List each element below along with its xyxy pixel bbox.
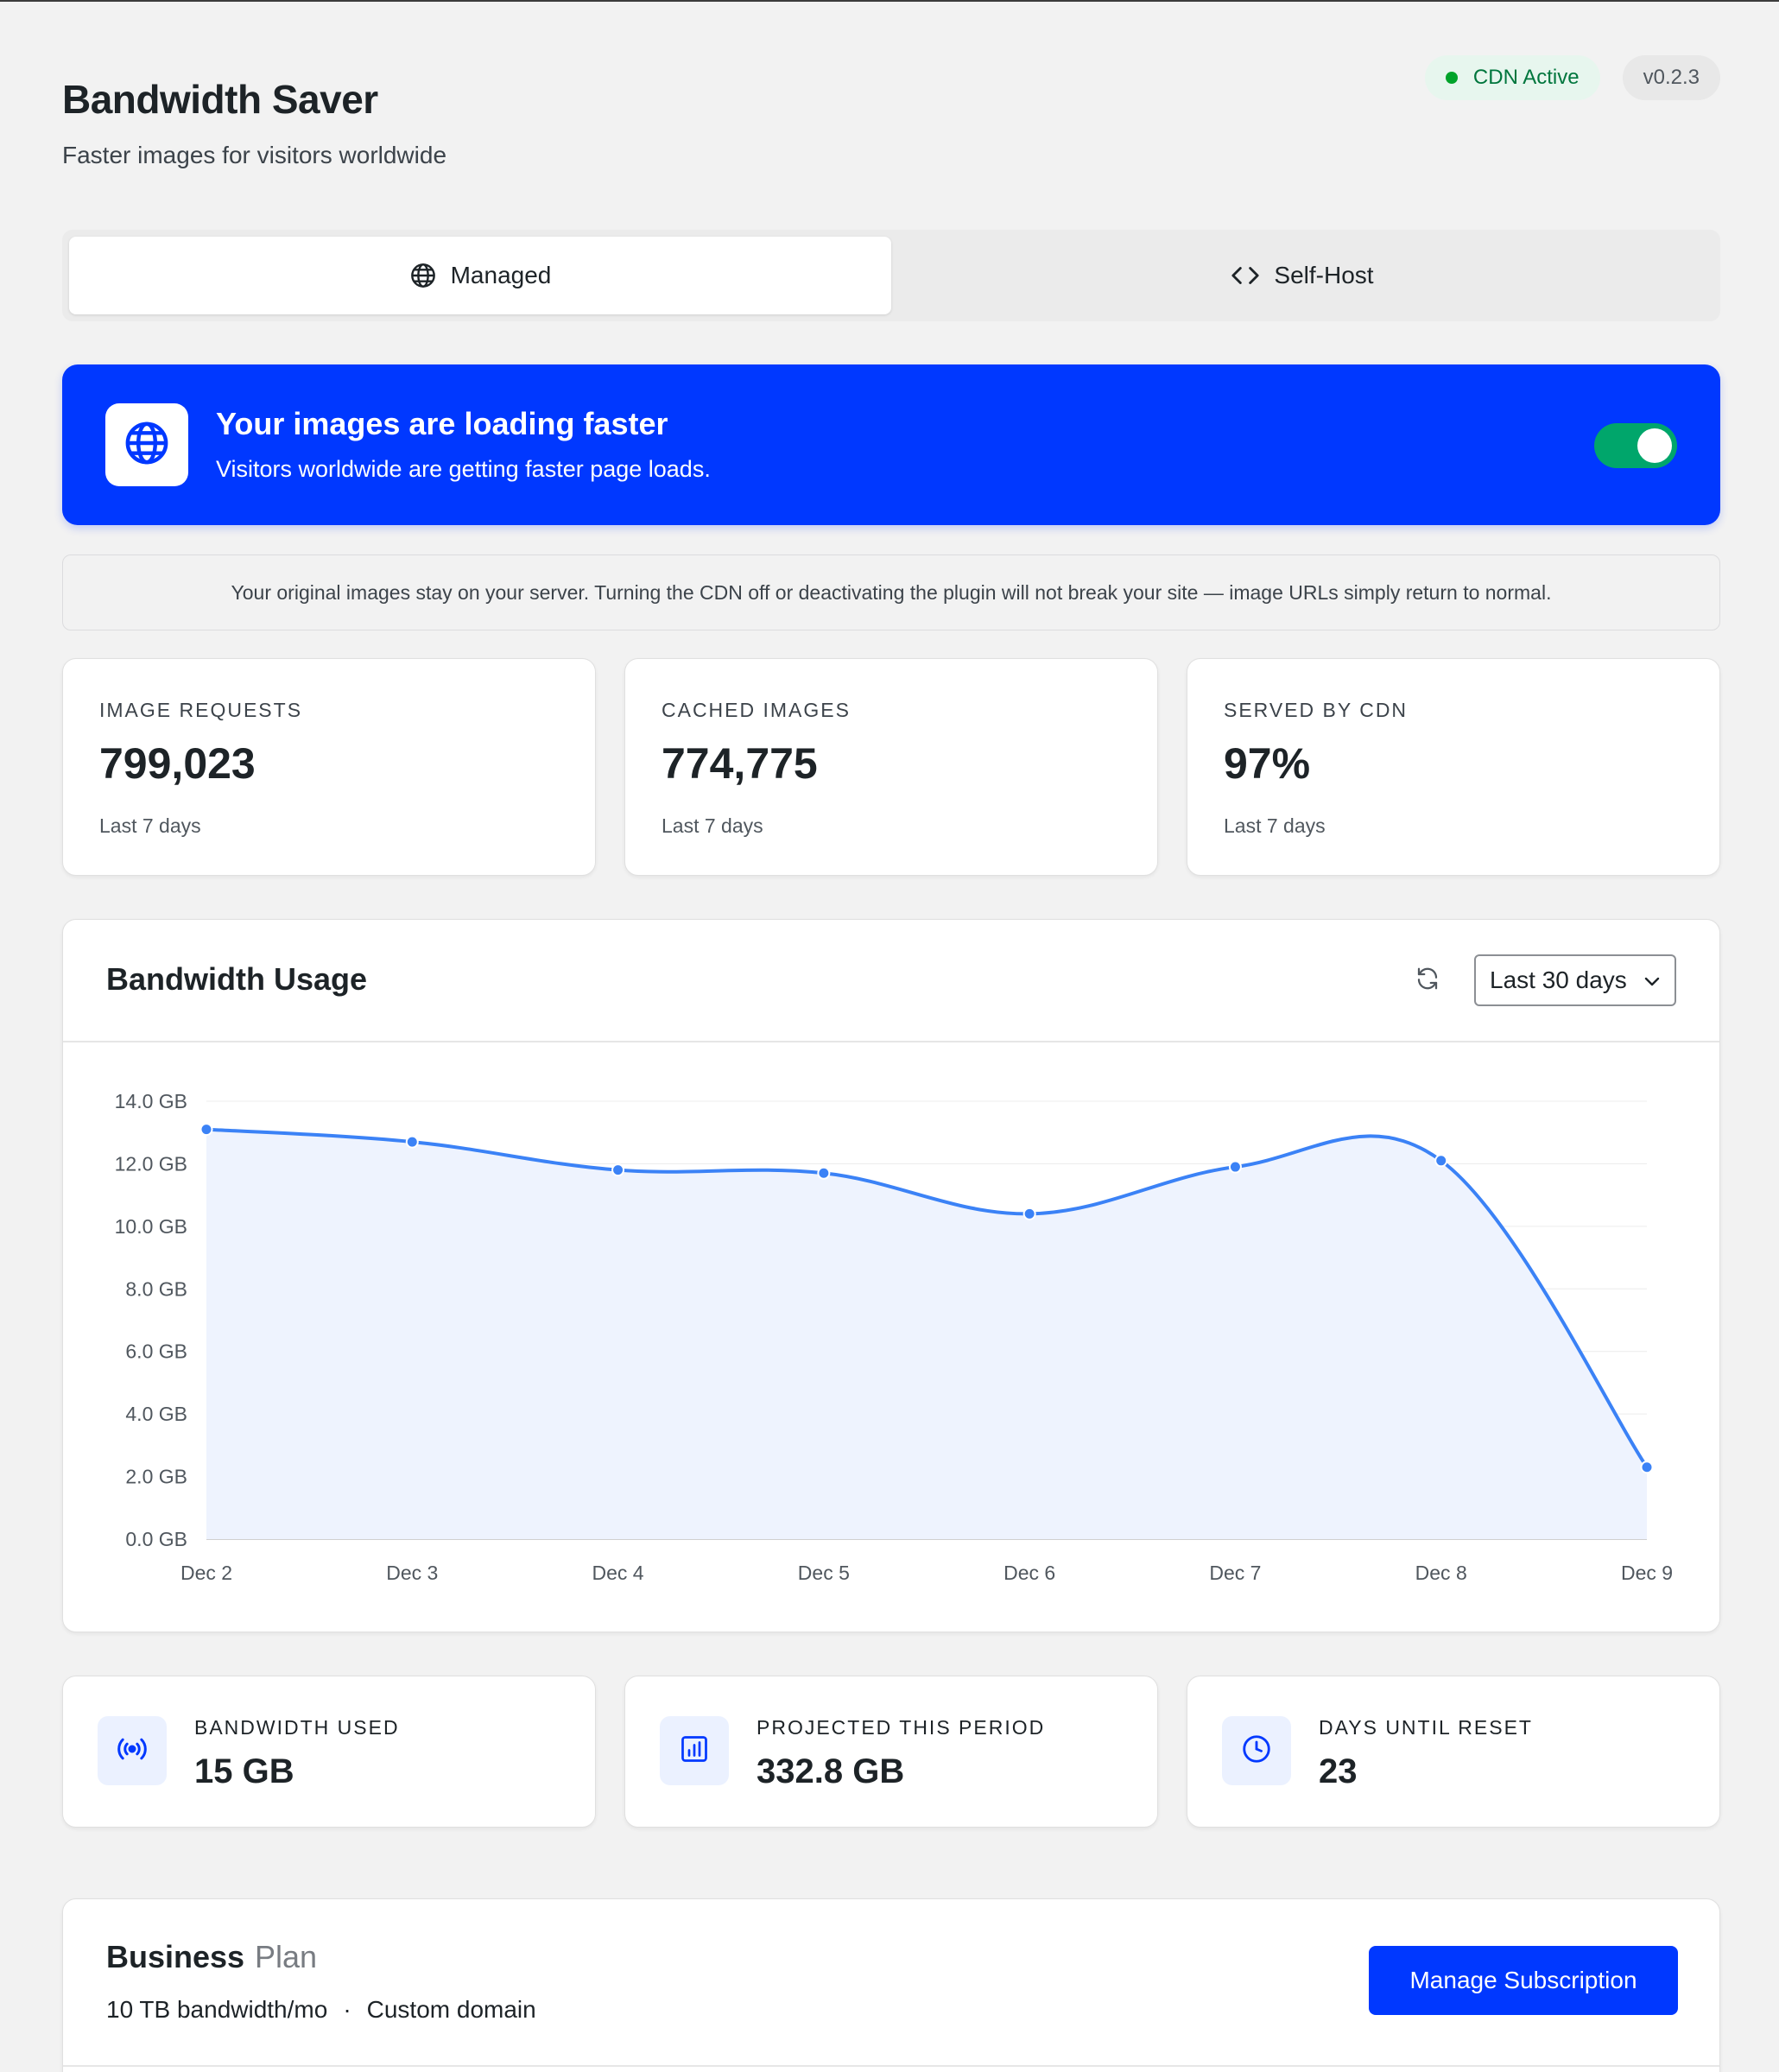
- bandwidth-usage-card: Bandwidth Usage Last 30 days: [62, 919, 1720, 1632]
- stat-period: Last 7 days: [662, 814, 763, 837]
- y-tick-label: 8.0 GB: [125, 1277, 187, 1300]
- cdn-toggle[interactable]: [1594, 423, 1677, 468]
- y-tick-label: 4.0 GB: [125, 1403, 187, 1425]
- chart-point[interactable]: [1228, 1160, 1242, 1174]
- range-select-value: Last 30 days: [1490, 966, 1627, 993]
- tab-self-host-label: Self-Host: [1274, 262, 1374, 288]
- metric-value: 23: [1319, 1752, 1358, 1790]
- x-tick-label: Dec 2: [180, 1562, 232, 1584]
- x-tick-label: Dec 8: [1415, 1562, 1467, 1584]
- stat-card-cached-images: CACHED IMAGES 774,775 Last 7 days: [624, 658, 1158, 876]
- globe-icon: [123, 419, 171, 472]
- x-tick-label: Dec 6: [1003, 1562, 1055, 1584]
- status-dot-icon: [1445, 72, 1458, 84]
- metric-icon-box: [98, 1716, 167, 1785]
- broadcast-icon: [115, 1732, 149, 1771]
- stat-label: SERVED BY CDN: [1224, 699, 1409, 721]
- metric-card-projected: PROJECTED THIS PERIOD 332.8 GB: [624, 1676, 1158, 1828]
- plan-divider: [63, 2065, 1719, 2067]
- chart-point[interactable]: [817, 1166, 831, 1180]
- chart-header: Bandwidth Usage Last 30 days: [63, 920, 1719, 1042]
- y-tick-label: 2.0 GB: [125, 1466, 187, 1488]
- plan-features: 10 TB bandwidth/mo · Custom domain: [106, 1996, 536, 2024]
- banner-title: Your images are loading faster: [216, 406, 668, 441]
- stat-value: 774,775: [662, 739, 818, 788]
- plan-name: Business: [106, 1939, 245, 1974]
- tab-managed[interactable]: Managed: [69, 237, 891, 314]
- safety-notice: Your original images stay on your server…: [62, 554, 1720, 630]
- bar-chart-icon: [679, 1733, 710, 1769]
- cdn-status-badge: CDN Active: [1424, 55, 1600, 100]
- metric-icon-box: [660, 1716, 729, 1785]
- stat-label: IMAGE REQUESTS: [99, 699, 303, 721]
- stat-value: 97%: [1224, 739, 1311, 788]
- plan-feature: Custom domain: [366, 1996, 536, 2023]
- x-tick-label: Dec 4: [592, 1562, 644, 1584]
- x-tick-label: Dec 9: [1621, 1562, 1673, 1584]
- y-tick-label: 10.0 GB: [115, 1215, 187, 1238]
- stat-card-image-requests: IMAGE REQUESTS 799,023 Last 7 days: [62, 658, 596, 876]
- metric-value: 332.8 GB: [757, 1752, 905, 1790]
- mode-tabs: Managed Self-Host: [62, 230, 1720, 321]
- metric-label: PROJECTED THIS PERIOD: [757, 1716, 1046, 1739]
- plan-feature-separator: ·: [343, 1996, 351, 2023]
- chart-title: Bandwidth Usage: [106, 961, 368, 997]
- stat-card-served-by-cdn: SERVED BY CDN 97% Last 7 days: [1187, 658, 1720, 876]
- toggle-knob: [1637, 428, 1672, 463]
- chart-point[interactable]: [1640, 1461, 1654, 1474]
- banner-subtitle: Visitors worldwide are getting faster pa…: [216, 456, 711, 482]
- metric-value: 15 GB: [194, 1752, 294, 1790]
- cdn-status-banner: Your images are loading faster Visitors …: [62, 364, 1720, 525]
- clock-icon: [1240, 1733, 1273, 1770]
- metric-label: BANDWIDTH USED: [194, 1716, 400, 1739]
- chevron-down-icon: [1642, 970, 1662, 998]
- stat-label: CACHED IMAGES: [662, 699, 851, 721]
- range-select[interactable]: Last 30 days: [1474, 954, 1676, 1006]
- stat-period: Last 7 days: [1224, 814, 1326, 837]
- plan-card: Business Plan 10 TB bandwidth/mo · Custo…: [62, 1898, 1720, 2072]
- x-tick-label: Dec 3: [386, 1562, 438, 1584]
- version-badge: v0.2.3: [1622, 55, 1720, 100]
- stat-value: 799,023: [99, 739, 256, 788]
- header-badges: CDN Active v0.2.3: [1424, 55, 1720, 100]
- window-top-border: [0, 0, 1779, 2]
- plan-feature: 10 TB bandwidth/mo: [106, 1996, 328, 2023]
- y-tick-label: 14.0 GB: [115, 1090, 187, 1112]
- y-axis-ticks: 0.0 GB 2.0 GB 4.0 GB 6.0 GB 8.0 GB 10.0 GB 12.…: [115, 1090, 187, 1550]
- plan-suffix: Plan: [255, 1939, 318, 1974]
- metric-card-days-until-reset: DAYS UNTIL RESET 23: [1187, 1676, 1720, 1828]
- banner-icon-box: [105, 403, 188, 486]
- metric-icon-box: [1222, 1716, 1291, 1785]
- code-icon: [1231, 263, 1260, 288]
- tab-self-host[interactable]: Self-Host: [891, 237, 1713, 314]
- cdn-status-label: CDN Active: [1472, 66, 1580, 89]
- y-tick-label: 0.0 GB: [125, 1528, 187, 1550]
- stat-period: Last 7 days: [99, 814, 201, 837]
- tab-managed-label: Managed: [450, 262, 552, 288]
- chart-point[interactable]: [1434, 1154, 1448, 1168]
- chart-point[interactable]: [405, 1135, 419, 1149]
- x-axis-ticks: Dec 2 Dec 3 Dec 4 Dec 5 Dec 6 Dec 7 Dec 8 Dec 9: [180, 1562, 1673, 1584]
- chart-point[interactable]: [611, 1163, 625, 1177]
- chart-area-fill: [206, 1129, 1647, 1539]
- x-tick-label: Dec 5: [798, 1562, 850, 1584]
- chart-points: [199, 1123, 1654, 1474]
- refresh-icon: [1415, 966, 1440, 996]
- manage-subscription-button[interactable]: Manage Subscription: [1369, 1946, 1678, 2015]
- metric-card-bandwidth-used: BANDWIDTH USED 15 GB: [62, 1676, 596, 1828]
- metric-label: DAYS UNTIL RESET: [1319, 1716, 1533, 1739]
- refresh-button[interactable]: [1410, 963, 1445, 998]
- chart-point[interactable]: [199, 1123, 213, 1137]
- x-tick-label: Dec 7: [1209, 1562, 1261, 1584]
- globe-icon: [409, 262, 437, 289]
- bandwidth-chart: 0.0 GB 2.0 GB 4.0 GB 6.0 GB 8.0 GB 10.0 GB 12.…: [115, 1090, 1673, 1584]
- y-tick-label: 6.0 GB: [125, 1340, 187, 1363]
- page-title: Bandwidth Saver: [62, 77, 378, 122]
- y-tick-label: 12.0 GB: [115, 1152, 187, 1175]
- page-subtitle: Faster images for visitors worldwide: [62, 142, 447, 168]
- chart-point[interactable]: [1022, 1207, 1036, 1220]
